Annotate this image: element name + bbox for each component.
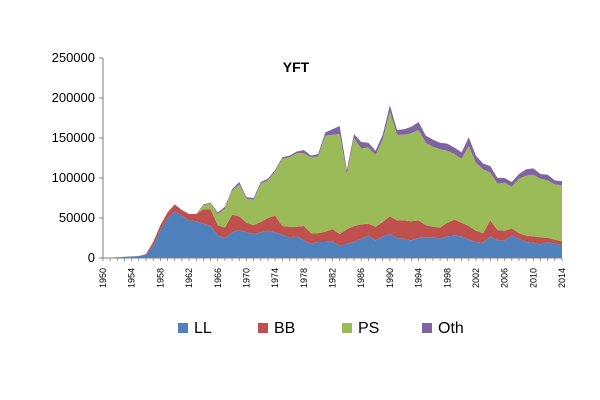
x-tick-label: 1966	[213, 268, 223, 288]
x-tick-label: 1978	[299, 268, 309, 288]
legend: LL BB PS Oth	[178, 320, 464, 337]
area-ll	[103, 211, 562, 258]
y-tick-label: 0	[88, 250, 95, 265]
area-bb	[103, 204, 562, 258]
chart-title: YFT	[283, 59, 310, 75]
x-tick-label: 1974	[270, 268, 280, 288]
x-tick-label: 1994	[414, 268, 424, 288]
area-layers	[103, 105, 562, 258]
legend-swatch	[178, 323, 188, 333]
legend-swatch	[422, 323, 432, 333]
legend-label: BB	[274, 320, 295, 337]
x-axis-ticks: 1950 1954 1958 1962 1966 1970 1974 1978 1982 1986…	[98, 258, 567, 288]
legend-label: Oth	[438, 320, 464, 337]
legend-label: LL	[194, 320, 212, 337]
x-tick-label: 1950	[98, 268, 108, 288]
legend-item-oth: Oth	[422, 320, 464, 337]
y-tick-label: 200000	[52, 90, 95, 105]
legend-item-ps: PS	[342, 320, 379, 337]
x-tick-label: 2006	[500, 268, 510, 288]
legend-swatch	[342, 323, 352, 333]
x-tick-label: 1990	[385, 268, 395, 288]
y-tick-label: 150000	[52, 130, 95, 145]
y-tick-label: 250000	[52, 50, 95, 65]
x-tick-label: 1962	[184, 268, 194, 288]
x-tick-label: 1982	[328, 268, 338, 288]
x-tick-label: 1958	[155, 268, 165, 288]
x-tick-label: 1986	[356, 268, 366, 288]
y-tick-label: 50000	[59, 210, 95, 225]
legend-item-ll: LL	[178, 320, 212, 337]
x-tick-label: 1954	[127, 268, 137, 288]
y-tick-label: 100000	[52, 170, 95, 185]
x-tick-label: 2014	[557, 268, 567, 288]
y-axis-ticks: 0 50000 100000 150000 200000 250000	[52, 50, 103, 265]
area-ps	[103, 111, 562, 258]
x-tick-label: 1970	[241, 268, 251, 288]
x-tick-label: 2010	[528, 268, 538, 288]
legend-label: PS	[358, 320, 379, 337]
legend-item-bb: BB	[258, 320, 295, 337]
x-tick-label: 2002	[471, 268, 481, 288]
x-tick-label: 1998	[442, 268, 452, 288]
legend-swatch	[258, 323, 268, 333]
